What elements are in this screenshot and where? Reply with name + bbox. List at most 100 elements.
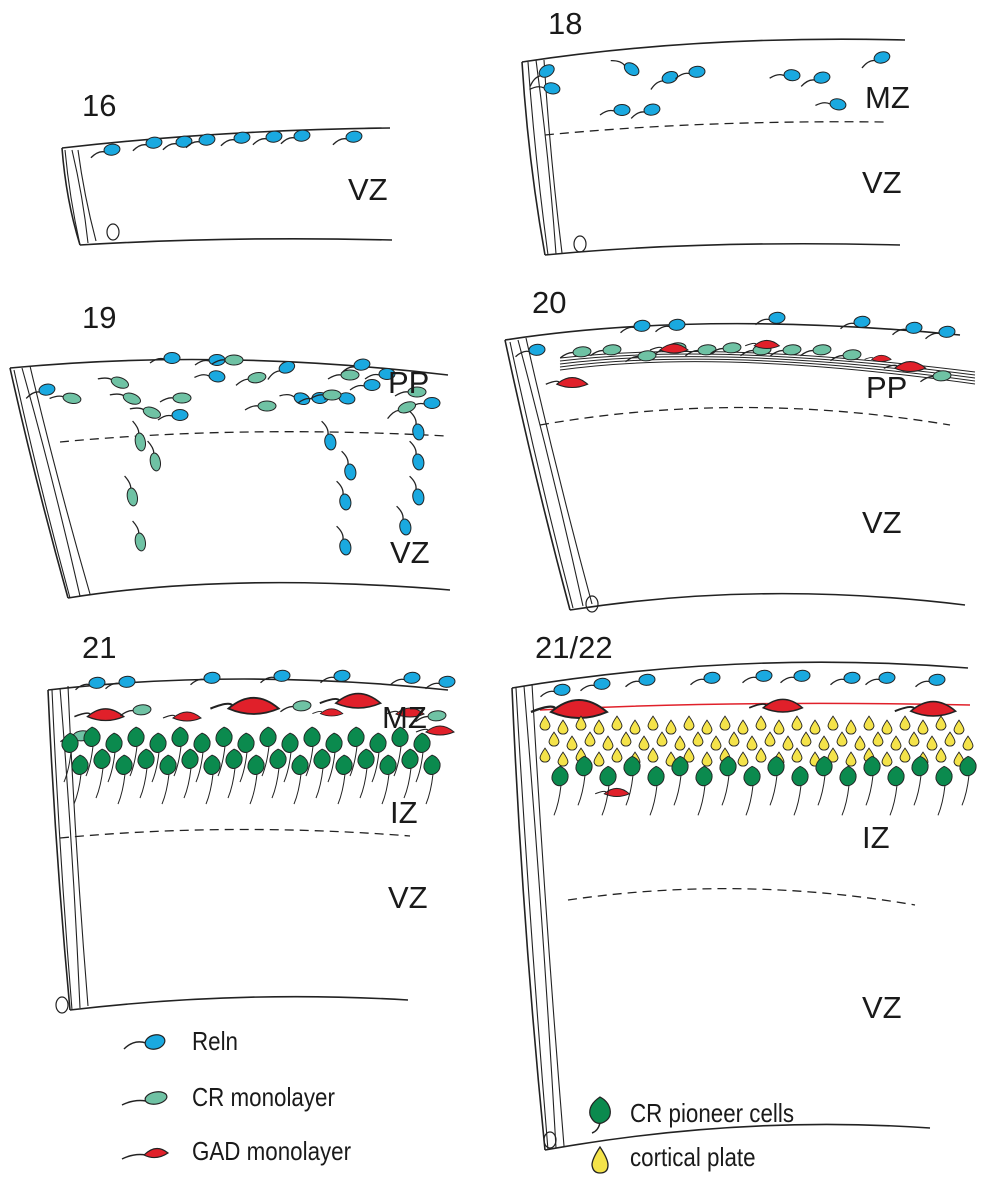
reln-cell-53 (409, 440, 425, 471)
cr-monolayer-cell-41 (327, 369, 360, 381)
cr-pioneer-cell-121 (225, 748, 243, 799)
cortical-plate-cell-168 (548, 731, 560, 747)
cr-pioneer-cell-128 (379, 754, 397, 805)
gad-cell-78 (883, 361, 927, 373)
reln-cell-79 (75, 676, 106, 691)
cortical-plate-cell-164 (899, 715, 911, 731)
reln-cell-133 (625, 673, 656, 688)
legend-label-reln: Reln (192, 1026, 238, 1056)
cortical-plate-cell-170 (584, 731, 596, 747)
reln-cell-60 (840, 315, 871, 330)
reln-cell-81 (190, 671, 221, 686)
cortical-plate-cell-154 (719, 715, 731, 731)
cr-pioneer-cell-123 (269, 748, 287, 799)
mitotic-cell-3 (55, 996, 69, 1014)
cortical-plate-cell-166 (935, 715, 947, 731)
cortical-plate-cell-167 (953, 719, 965, 735)
cortical-plate-cell-209 (845, 751, 857, 767)
reln-cell-27 (340, 358, 371, 374)
cr-pioneer-cell-103 (193, 732, 211, 783)
cr-pioneer-cell-220 (647, 765, 665, 816)
cr-pioneer-cell-231 (911, 755, 929, 806)
zone-label-vz-16: VZ (348, 172, 388, 207)
reln-cell-59 (755, 311, 786, 326)
cortical-plate-cell-188 (908, 731, 920, 747)
cr-pioneer-cell-130 (423, 754, 441, 805)
cortical-plate-cell-200 (683, 747, 695, 763)
cortical-plate-cell-174 (656, 731, 668, 747)
reln-cell-13 (599, 104, 631, 116)
gad-cell-75 (649, 343, 689, 354)
reln-cell-19 (25, 383, 56, 399)
cortical-plate-cell-144 (539, 715, 551, 731)
cr-pioneer-cell-127 (357, 748, 375, 799)
cr-monolayer-cell-71 (800, 344, 832, 357)
gad-cell-142 (894, 700, 958, 717)
reln-cell-84 (390, 671, 421, 686)
cortical-plate-cell-204 (755, 747, 767, 763)
reln-cell-136 (780, 669, 811, 684)
cr-pioneer-cell-124 (291, 754, 309, 805)
cr-pioneer-cell-110 (347, 726, 365, 777)
zone-label-vz-19: VZ (390, 535, 430, 570)
cortical-plate-cell-178 (728, 731, 740, 747)
cortical-plate-cell-196 (611, 747, 623, 763)
cortical-plate-cell-165 (917, 719, 929, 735)
legend-label-cr-monolayer: CR monolayer (192, 1082, 335, 1112)
cortical-plate-cell-158 (791, 715, 803, 731)
reln-cell-8 (529, 64, 555, 87)
cortical-plate-cell-208 (827, 747, 839, 763)
cr-pioneer-cell-105 (237, 732, 255, 783)
cr-monolayer-cell-47 (132, 520, 147, 552)
cortical-plate-cell-193 (557, 751, 569, 767)
axon-tract-20-4 (559, 361, 976, 385)
cr-monolayer-cell-45 (147, 440, 162, 472)
cr-pioneer-cell-232 (935, 765, 953, 816)
cr-monolayer-cell-43 (394, 386, 427, 398)
cr-monolayer-cell-72 (830, 349, 862, 362)
cr-monolayer-cell-94 (120, 704, 152, 717)
reln-cell-83 (320, 669, 351, 684)
reln-cell-61 (892, 321, 923, 336)
reln-cell-62 (925, 325, 956, 340)
gad-cell-90 (319, 692, 383, 709)
cr-pioneer-cell-223 (719, 755, 737, 806)
gad-cell-86 (74, 708, 126, 722)
panel-outline-4-1 (69, 995, 409, 1011)
cr-pioneer-cell-226 (791, 765, 809, 816)
cortical-plate-cell-184 (836, 731, 848, 747)
cortical-plate-cell-186 (872, 731, 884, 747)
cr-pioneer-cell-222 (695, 765, 713, 816)
cr-pioneer-cell-115 (93, 748, 111, 799)
cortical-plate-cell-149 (629, 719, 641, 735)
reln-cell-16 (800, 71, 831, 87)
cr-monolayer-cell-42 (387, 401, 417, 419)
cortical-plate-cell-157 (773, 719, 785, 735)
cr-pioneer-cell-112 (391, 726, 409, 777)
reln-cell-4 (220, 131, 251, 147)
cr-monolayer-cell-38 (235, 371, 267, 386)
reln-cell-0 (90, 143, 121, 159)
panel-outline-3-2 (504, 339, 571, 611)
gad-cell-141 (748, 698, 804, 713)
gad-cell-140 (530, 699, 609, 719)
cr-monolayer-cell-95 (280, 700, 312, 713)
cr-pioneer-cell-107 (281, 732, 299, 783)
reln-cell-48 (321, 420, 337, 451)
reln-cell-5 (252, 130, 283, 146)
cr-monolayer-cell-36 (159, 392, 192, 404)
panel-outline-1-1 (544, 242, 901, 256)
cr-pioneer-cell-229 (863, 755, 881, 806)
cr-pioneer-cell-97 (61, 732, 79, 783)
reln-cell-2 (162, 135, 193, 151)
cortical-plate-cell-181 (782, 735, 794, 751)
legend-label-cr-pioneer-cells: CR pioneer cells (630, 1098, 795, 1128)
zone-label-iz-21-22: IZ (862, 820, 890, 855)
cr-pioneer-cell-icon (589, 1096, 611, 1134)
cortical-plate-cell-156 (755, 715, 767, 731)
cr-pioneer-cell-227 (815, 755, 833, 806)
cr-monolayer-cell-44 (132, 420, 147, 452)
reln-cell-50 (336, 480, 352, 511)
cr-pioneer-cell-118 (159, 754, 177, 805)
zone-label-vz-20: VZ (862, 505, 902, 540)
